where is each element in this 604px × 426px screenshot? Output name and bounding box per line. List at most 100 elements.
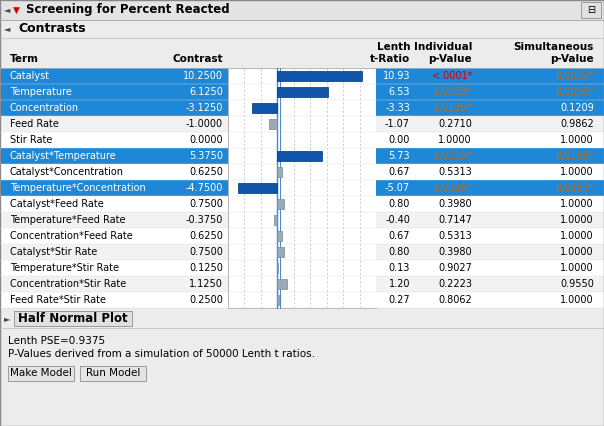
Text: ►: ► [4,314,10,323]
Text: Term: Term [10,54,39,64]
Text: Catalyst*Temperature: Catalyst*Temperature [10,151,117,161]
Text: Catalyst*Feed Rate: Catalyst*Feed Rate [10,199,104,209]
Bar [376,132,604,148]
Text: <.0001*: <.0001* [432,71,472,81]
Bar [376,212,604,228]
Text: ⊟: ⊟ [587,5,595,15]
Bar [274,215,277,225]
Bar [376,148,604,164]
Text: 6.1250: 6.1250 [189,87,223,97]
Bar [376,116,604,132]
Bar [376,164,604,180]
Bar [228,68,376,308]
Bar [0,196,228,212]
Text: Feed Rate: Feed Rate [10,119,59,129]
Bar [277,151,321,161]
Bar [0,148,228,164]
Text: 1.20: 1.20 [388,279,410,289]
Text: 0.9862: 0.9862 [561,119,594,129]
Text: 0.3980: 0.3980 [439,199,472,209]
Text: -3.1250: -3.1250 [185,103,223,113]
Text: 0.0000: 0.0000 [190,135,223,145]
Text: -3.33: -3.33 [385,103,410,113]
Text: -0.40: -0.40 [385,215,410,225]
Bar [376,244,604,260]
Bar [80,366,146,381]
Bar [277,199,283,209]
Bar [0,164,228,180]
Text: ▼: ▼ [13,6,19,14]
Text: 0.0253*: 0.0253* [555,183,594,193]
Text: 1.0000: 1.0000 [561,247,594,257]
Text: 0.27: 0.27 [388,295,410,305]
Bar [0,100,228,116]
Bar [0,20,604,38]
Bar [0,0,604,20]
Bar [0,310,604,328]
Bar [0,116,228,132]
Text: 0.8062: 0.8062 [439,295,472,305]
Bar [376,68,604,84]
Text: Concentration: Concentration [10,103,79,113]
Text: 5.3750: 5.3750 [189,151,223,161]
Text: -1.07: -1.07 [385,119,410,129]
Text: 0.2710: 0.2710 [438,119,472,129]
Bar [0,68,228,84]
Text: 1.0000: 1.0000 [439,135,472,145]
Text: Temperature*Stir Rate: Temperature*Stir Rate [10,263,119,273]
Text: Contrasts: Contrasts [18,23,86,35]
Text: Temperature: Temperature [10,87,72,97]
Text: Lenth
t-Ratio: Lenth t-Ratio [370,43,410,64]
Text: 0.0158*: 0.0158* [556,151,594,161]
Text: Contrast: Contrast [172,54,223,64]
Text: 0.67: 0.67 [388,167,410,177]
Bar [0,228,228,244]
Text: Individual
p-Value: Individual p-Value [414,43,472,64]
Bar [277,71,362,81]
Text: ◄: ◄ [4,6,10,14]
Text: 0.7500: 0.7500 [189,199,223,209]
Bar [376,292,604,308]
Text: 1.0000: 1.0000 [561,263,594,273]
Bar [0,84,228,100]
Text: ◄: ◄ [4,25,10,34]
Bar [376,228,604,244]
Bar [376,260,604,276]
Bar [277,231,283,241]
Bar [269,119,277,129]
Bar [0,212,228,228]
Text: 0.2500: 0.2500 [189,295,223,305]
Text: 0.0008*: 0.0008* [434,87,472,97]
Text: 0.13: 0.13 [388,263,410,273]
Text: Temperature*Concentration: Temperature*Concentration [10,183,146,193]
Bar [277,279,286,289]
Text: Simultaneous
p-Value: Simultaneous p-Value [513,43,594,64]
Text: Stir Rate: Stir Rate [10,135,53,145]
Bar [0,276,228,292]
Bar [277,167,283,177]
Text: 0.80: 0.80 [388,247,410,257]
Text: 0.00: 0.00 [388,135,410,145]
Text: 1.1250: 1.1250 [189,279,223,289]
Text: Catalyst*Stir Rate: Catalyst*Stir Rate [10,247,97,257]
Text: 0.7147: 0.7147 [438,215,472,225]
Text: 0.0098*: 0.0098* [556,87,594,97]
Text: 0.6250: 0.6250 [189,231,223,241]
Bar [14,311,132,326]
Bar [376,276,604,292]
Bar [0,180,228,196]
Text: Concentration*Feed Rate: Concentration*Feed Rate [10,231,133,241]
Text: P-Values derived from a simulation of 50000 Lenth t ratios.: P-Values derived from a simulation of 50… [8,349,315,359]
Bar [238,183,277,193]
Text: 5.73: 5.73 [388,151,410,161]
Text: Catalyst: Catalyst [10,71,50,81]
Text: 1.0000: 1.0000 [561,295,594,305]
Text: Catalyst*Concentration: Catalyst*Concentration [10,167,124,177]
Text: -5.07: -5.07 [385,183,410,193]
Text: 6.53: 6.53 [388,87,410,97]
Bar [277,263,278,273]
Bar [376,196,604,212]
Text: Temperature*Feed Rate: Temperature*Feed Rate [10,215,126,225]
Text: -0.3750: -0.3750 [185,215,223,225]
Text: Half Normal Plot: Half Normal Plot [18,313,128,325]
